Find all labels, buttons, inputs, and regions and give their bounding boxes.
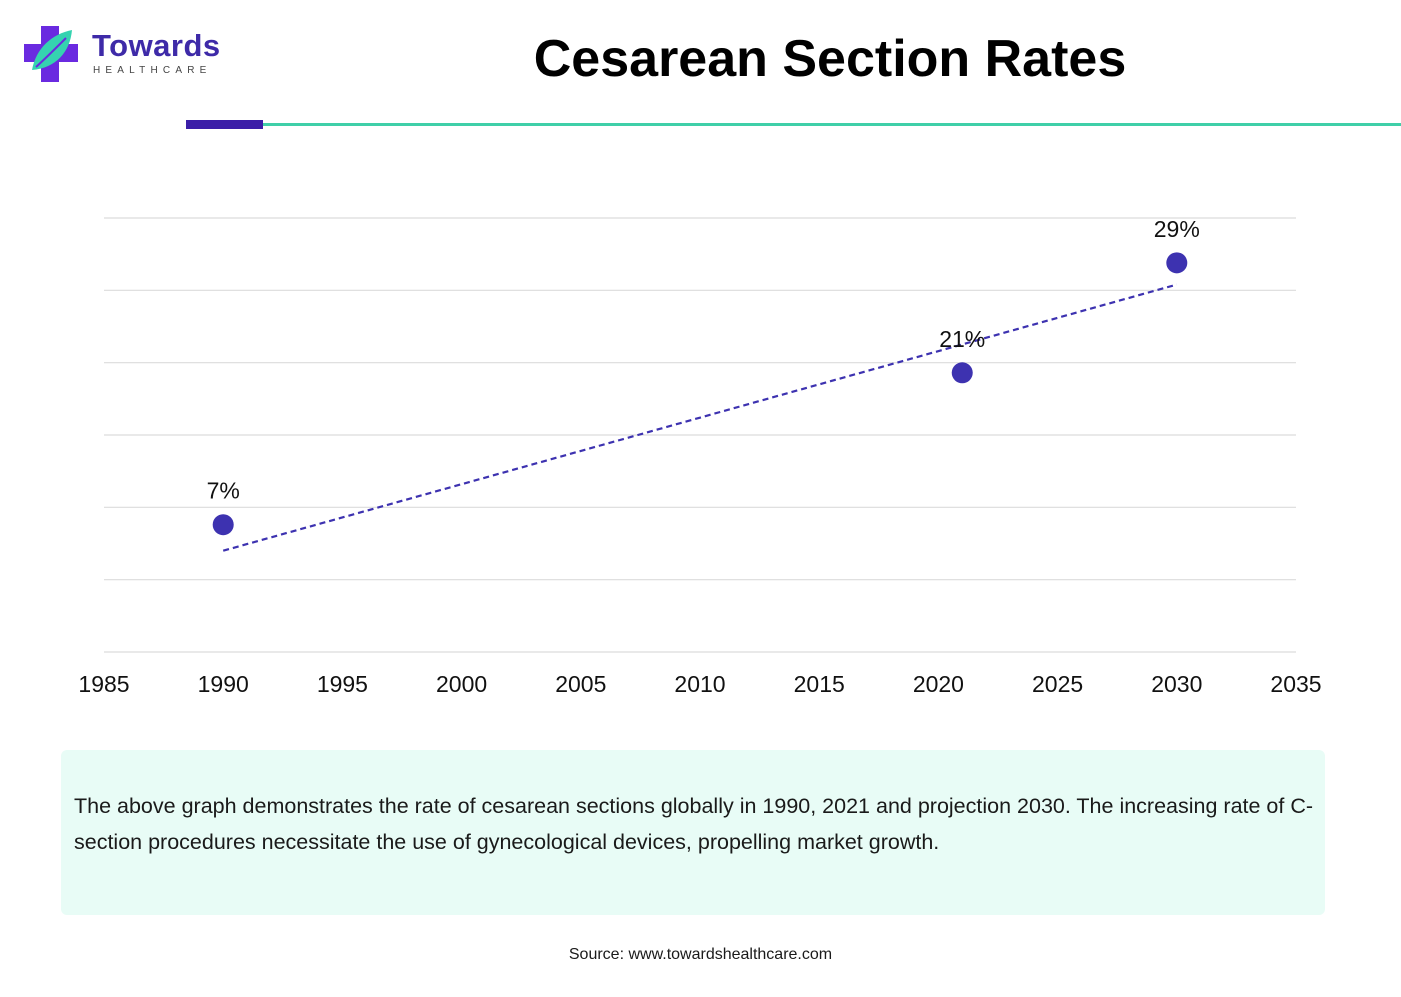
points-layer	[212, 252, 1188, 536]
data-point-2030	[1166, 252, 1188, 274]
labels-layer: 7% 21% 29%	[207, 216, 1200, 504]
title-rule-accent	[186, 120, 263, 129]
title-rule-line	[263, 123, 1401, 126]
description-text: The above graph demonstrates the rate of…	[74, 794, 1314, 854]
cross-leaf-icon	[24, 26, 78, 82]
data-label-2030: 29%	[1154, 216, 1200, 242]
data-point-2021	[951, 362, 973, 384]
trend-line	[222, 283, 1178, 552]
x-tick-2015: 2015	[794, 671, 845, 697]
data-label-2021: 21%	[939, 326, 985, 352]
x-tick-2005: 2005	[555, 671, 606, 697]
x-tick-1990: 1990	[198, 671, 249, 697]
x-axis-ticks: 1985 1990 1995 2000 2005 2010 2015 2020 2025 2030…	[78, 671, 1321, 697]
source-note: Source: www.towardshealthcare.com	[568, 946, 833, 963]
brand-name: Towards	[92, 28, 221, 63]
trend-layer	[222, 283, 1178, 552]
x-tick-2030: 2030	[1151, 671, 1202, 697]
x-tick-1985: 1985	[78, 671, 129, 697]
description-box: The above graph demonstrates the rate of…	[61, 750, 1325, 915]
scatter-chart: 7% 21% 29% 1985 1990 1995 2000 2005 2010 2015 202…	[78, 216, 1321, 697]
x-tick-2035: 2035	[1270, 671, 1321, 697]
x-tick-2000: 2000	[436, 671, 487, 697]
brand-logo: Towards HEALTHCARE	[22, 24, 232, 86]
x-tick-2020: 2020	[913, 671, 964, 697]
x-tick-1995: 1995	[317, 671, 368, 697]
x-tick-2010: 2010	[674, 671, 725, 697]
page-title: Cesarean Section Rates	[533, 30, 1127, 88]
brand-subtitle: HEALTHCARE	[93, 65, 212, 76]
x-tick-2025: 2025	[1032, 671, 1083, 697]
data-label-1990: 7%	[207, 478, 240, 504]
data-point-1990	[212, 514, 234, 536]
grid-layer	[104, 217, 1296, 653]
